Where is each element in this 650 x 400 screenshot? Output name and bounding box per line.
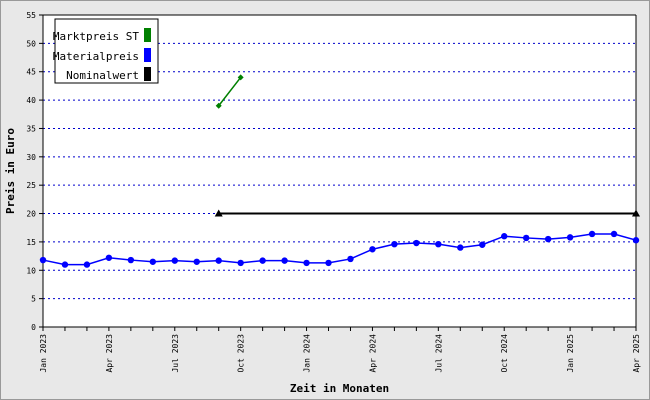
data-series: [39, 74, 640, 268]
y-tick-label: 25: [26, 181, 36, 190]
data-point: [171, 257, 178, 264]
y-axis-title: Preis in Euro: [4, 128, 17, 214]
y-tick-label: 15: [26, 238, 36, 247]
data-point: [479, 241, 486, 248]
y-tick-label: 20: [26, 210, 36, 219]
data-point: [303, 259, 310, 267]
axes: [42, 14, 637, 328]
series-1: [39, 230, 640, 268]
x-tick-label: Apr 2024: [368, 334, 377, 373]
y-tick-label: 35: [26, 124, 36, 133]
data-point: [588, 230, 596, 238]
data-point: [610, 230, 618, 238]
data-point: [413, 239, 420, 247]
data-point: [237, 74, 244, 81]
x-axis-title: Zeit in Monaten: [290, 382, 389, 395]
data-point: [544, 235, 552, 243]
x-tick-label: Jan 2023: [39, 334, 48, 373]
x-tick-labels: Jan 2023 Apr 2023 Jul 2023 Oct 2023 Jan 2024…: [39, 327, 641, 373]
series-line: [218, 76, 242, 107]
x-tick-label: Apr 2023: [105, 334, 114, 373]
data-point: [259, 257, 266, 264]
data-point: [61, 261, 69, 268]
x-tick-label: Jul 2023: [171, 334, 180, 373]
data-point: [325, 259, 332, 267]
data-point: [149, 258, 157, 265]
data-point: [215, 102, 222, 109]
data-point: [369, 246, 376, 253]
x-tick-label: Jan 2025: [566, 334, 575, 373]
x-tick-label: Oct 2024: [500, 334, 509, 373]
y-tick-label: 40: [26, 96, 36, 105]
x-tick-label: Jul 2024: [434, 334, 443, 373]
legend-swatch-nominalwert: [144, 67, 151, 81]
y-tick-label: 55: [26, 11, 36, 20]
x-tick-label: Apr 2025: [632, 334, 641, 373]
data-point: [214, 209, 223, 217]
data-point: [83, 261, 91, 268]
data-point: [435, 240, 442, 248]
y-tick-label: 10: [26, 266, 36, 275]
series-2: [214, 209, 640, 217]
data-point: [391, 240, 398, 248]
y-tick-label: 30: [26, 153, 36, 162]
data-point: [39, 256, 47, 264]
data-point: [127, 256, 135, 264]
data-point: [281, 257, 288, 264]
x-tick-label: Oct 2023: [237, 334, 246, 373]
data-point: [457, 244, 464, 251]
legend-label-marktpreis: Marktpreis ST: [53, 30, 139, 43]
y-tick-label: 5: [31, 295, 36, 304]
y-tick-label: 45: [26, 68, 36, 77]
series-0: [215, 74, 244, 109]
x-tick-label: Jan 2024: [303, 334, 312, 373]
data-point: [347, 255, 354, 263]
data-point: [193, 258, 200, 265]
legend-label-nominalwert: Nominalwert: [66, 69, 139, 82]
series-line: [42, 233, 637, 266]
data-point: [566, 234, 574, 241]
legend: Marktpreis ST Materialpreis Nominalwert: [53, 18, 159, 84]
data-point: [522, 234, 530, 242]
y-tick-label: 50: [26, 39, 36, 48]
data-point: [632, 209, 640, 217]
data-point: [215, 257, 222, 264]
data-point: [237, 259, 244, 267]
legend-swatch-materialpreis: [144, 48, 151, 62]
y-tick-labels: 0 5 10 15 20 25 30 35 40 45 50 55: [26, 11, 43, 332]
legend-label-materialpreis: Materialpreis: [53, 50, 139, 63]
legend-swatch-marktpreis: [144, 28, 151, 42]
data-point: [632, 237, 640, 244]
legend-box: [54, 18, 159, 84]
data-point: [501, 233, 508, 240]
y-tick-label: 0: [31, 323, 36, 332]
data-point: [105, 254, 113, 261]
